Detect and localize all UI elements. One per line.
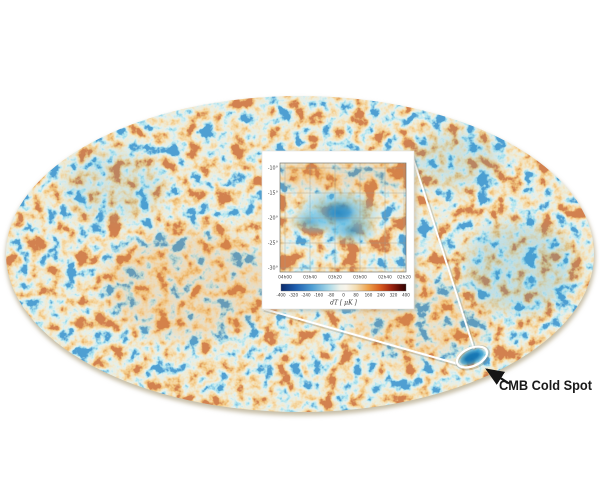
callout-line-upper xyxy=(410,151,475,350)
colorbar-tick-label: -160 xyxy=(314,293,324,298)
x-tick-label: 04h00 xyxy=(278,275,292,281)
cold-spot-highlight xyxy=(455,344,491,371)
cool-region-blob xyxy=(65,151,165,219)
x-tick-label: 03h40 xyxy=(303,275,317,281)
colorbar-tick-label: 80 xyxy=(353,293,359,298)
cold-spot-highlight-ellipse xyxy=(455,345,489,369)
x-tick-label: 03h20 xyxy=(328,275,342,281)
cold-spot-region xyxy=(459,348,485,366)
y-tick-label: -20° xyxy=(268,216,278,222)
inset-grid xyxy=(280,163,406,272)
colorbar-tick-label: -320 xyxy=(289,293,299,298)
cold-spot-blue-core xyxy=(464,351,480,363)
inset-x-axis-labels: 04h00 03h40 03h20 03h00 02h40 02h20 xyxy=(278,275,411,281)
colorbar-tick-label: -240 xyxy=(301,293,311,298)
colorbar-tick-label: -400 xyxy=(276,293,286,298)
colorbar-tick-label: 400 xyxy=(402,293,410,298)
inset-y-axis-labels: -10° -15° -20° -25° -30° xyxy=(268,166,278,272)
warm-region-blob xyxy=(105,230,275,340)
inset-cold-spot-core xyxy=(328,204,352,220)
x-tick-label: 02h20 xyxy=(397,275,411,281)
zoom-inset-panel: -10° -15° -20° -25° -30° 04h00 03h40 03h… xyxy=(261,150,416,311)
colorbar-tick-label: 240 xyxy=(377,293,385,298)
colorbar-tick-label: 320 xyxy=(390,293,398,298)
inset-plot xyxy=(280,163,406,272)
inset-cold-spot-blob xyxy=(326,216,378,246)
inset-colorbar: -400 -320 -240 -160 -80 0 80 160 240 320… xyxy=(276,283,410,307)
cold-spot-label: CMB Cold Spot xyxy=(499,377,592,393)
y-tick-label: -15° xyxy=(268,191,278,197)
y-tick-label: -25° xyxy=(268,241,278,247)
inset-warm-band-top xyxy=(280,163,406,189)
colorbar-tick-label: 0 xyxy=(342,293,345,298)
colorbar-tick-label: 160 xyxy=(365,293,373,298)
cool-region-blob xyxy=(465,223,575,313)
callout-lines xyxy=(263,151,477,367)
colorbar-tick-labels: -400 -320 -240 -160 -80 0 80 160 240 320… xyxy=(276,293,410,298)
cool-region-blob xyxy=(410,132,500,188)
cold-spot-arrow xyxy=(485,368,510,385)
x-tick-label: 02h40 xyxy=(378,275,392,281)
inset-plot-border xyxy=(279,162,407,273)
callout-line-lower xyxy=(263,308,459,365)
colorbar-axis-label: dT [ μK ] xyxy=(330,300,357,307)
colorbar-tick-label: -80 xyxy=(328,293,335,298)
y-tick-label: -30° xyxy=(268,266,278,272)
y-tick-label: -10° xyxy=(268,166,278,172)
x-tick-label: 03h00 xyxy=(353,275,367,281)
colorbar-gradient xyxy=(280,283,407,292)
